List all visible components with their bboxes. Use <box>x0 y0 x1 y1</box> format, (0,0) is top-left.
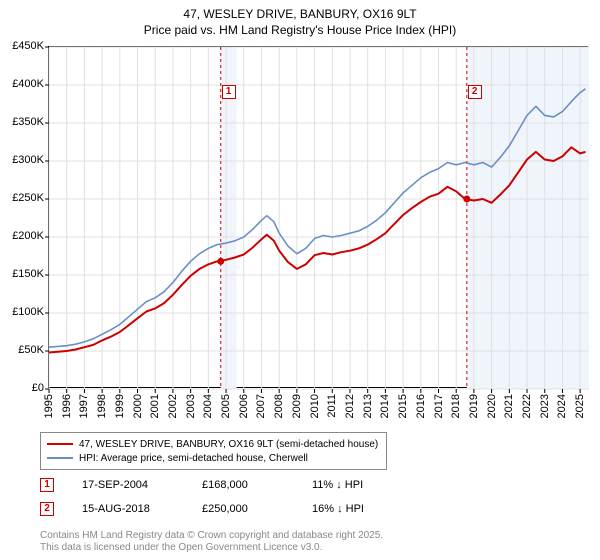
sale-date-2: 15-AUG-2018 <box>82 503 202 515</box>
vline-marker-box: 1 <box>222 85 236 99</box>
legend: 47, WESLEY DRIVE, BANBURY, OX16 9LT (sem… <box>40 432 387 470</box>
legend-label-hpi: HPI: Average price, semi-detached house,… <box>79 453 308 464</box>
sale-diff-2: 16% ↓ HPI <box>312 503 364 515</box>
x-tick-label: 2001 <box>149 394 161 418</box>
legend-swatch-price-paid <box>47 443 73 445</box>
sale-marker-1: 1 <box>40 478 54 492</box>
x-tick-label: 2020 <box>486 394 498 418</box>
chart-container: 47, WESLEY DRIVE, BANBURY, OX16 9LT Pric… <box>0 0 600 560</box>
x-tick-label: 1997 <box>78 394 90 418</box>
sale-marker-2: 2 <box>40 502 54 516</box>
x-tick-label: 2002 <box>167 394 179 418</box>
x-tick-label: 2005 <box>220 394 232 418</box>
x-tick-label: 2010 <box>309 394 321 418</box>
y-tick-label: £100K <box>12 306 44 318</box>
sale-row-1: 1 17-SEP-2004 £168,000 11% ↓ HPI <box>40 478 363 492</box>
x-tick-label: 2012 <box>344 394 356 418</box>
x-tick-label: 2023 <box>539 394 551 418</box>
x-tick-label: 2025 <box>574 394 586 418</box>
x-tick-label: 2000 <box>132 394 144 418</box>
y-tick-label: £400K <box>12 78 44 90</box>
x-tick-label: 2009 <box>291 394 303 418</box>
y-tick-label: £300K <box>12 154 44 166</box>
footnote-line2: This data is licensed under the Open Gov… <box>40 542 383 554</box>
sale-price-2: £250,000 <box>202 503 312 515</box>
x-tick-label: 2016 <box>415 394 427 418</box>
legend-label-price-paid: 47, WESLEY DRIVE, BANBURY, OX16 9LT (sem… <box>79 439 378 450</box>
x-tick-label: 2019 <box>468 394 480 418</box>
title-line2: Price paid vs. HM Land Registry's House … <box>0 22 600 38</box>
sale-diff-1: 11% ↓ HPI <box>312 479 363 491</box>
x-tick-label: 2011 <box>326 394 338 418</box>
x-tick-label: 1996 <box>61 394 73 418</box>
legend-swatch-hpi <box>47 457 73 459</box>
x-tick-label: 2021 <box>503 394 515 418</box>
footnote: Contains HM Land Registry data © Crown c… <box>40 530 383 554</box>
sale-date-1: 17-SEP-2004 <box>82 479 202 491</box>
y-tick-label: £50K <box>18 344 44 356</box>
legend-row-price-paid: 47, WESLEY DRIVE, BANBURY, OX16 9LT (sem… <box>47 437 378 451</box>
title-line1: 47, WESLEY DRIVE, BANBURY, OX16 9LT <box>0 6 600 22</box>
plot-area <box>48 46 588 388</box>
y-tick-label: £450K <box>12 40 44 52</box>
x-tick-label: 2004 <box>202 394 214 418</box>
x-tick-label: 1998 <box>96 394 108 418</box>
x-tick-label: 1995 <box>43 394 55 418</box>
x-tick-label: 1999 <box>114 394 126 418</box>
y-tick-label: £150K <box>12 268 44 280</box>
x-tick-label: 2024 <box>556 394 568 418</box>
x-tick-label: 2013 <box>362 394 374 418</box>
x-tick-label: 2015 <box>397 394 409 418</box>
x-tick-label: 2014 <box>379 394 391 418</box>
footnote-line1: Contains HM Land Registry data © Crown c… <box>40 530 383 542</box>
sale-price-1: £168,000 <box>202 479 312 491</box>
y-tick-label: £200K <box>12 230 44 242</box>
x-tick-label: 2022 <box>521 394 533 418</box>
x-tick-label: 2017 <box>433 394 445 418</box>
chart-title: 47, WESLEY DRIVE, BANBURY, OX16 9LT Pric… <box>0 0 600 38</box>
y-tick-label: £350K <box>12 116 44 128</box>
vline-marker-box: 2 <box>468 85 482 99</box>
y-tick-label: £250K <box>12 192 44 204</box>
chart-svg <box>49 47 589 389</box>
x-tick-label: 2006 <box>238 394 250 418</box>
sale-row-2: 2 15-AUG-2018 £250,000 16% ↓ HPI <box>40 502 364 516</box>
x-tick-label: 2003 <box>185 394 197 418</box>
y-tick-label: £0 <box>32 382 44 394</box>
legend-row-hpi: HPI: Average price, semi-detached house,… <box>47 451 378 465</box>
x-tick-label: 2018 <box>450 394 462 418</box>
x-tick-label: 2007 <box>255 394 267 418</box>
x-tick-label: 2008 <box>273 394 285 418</box>
